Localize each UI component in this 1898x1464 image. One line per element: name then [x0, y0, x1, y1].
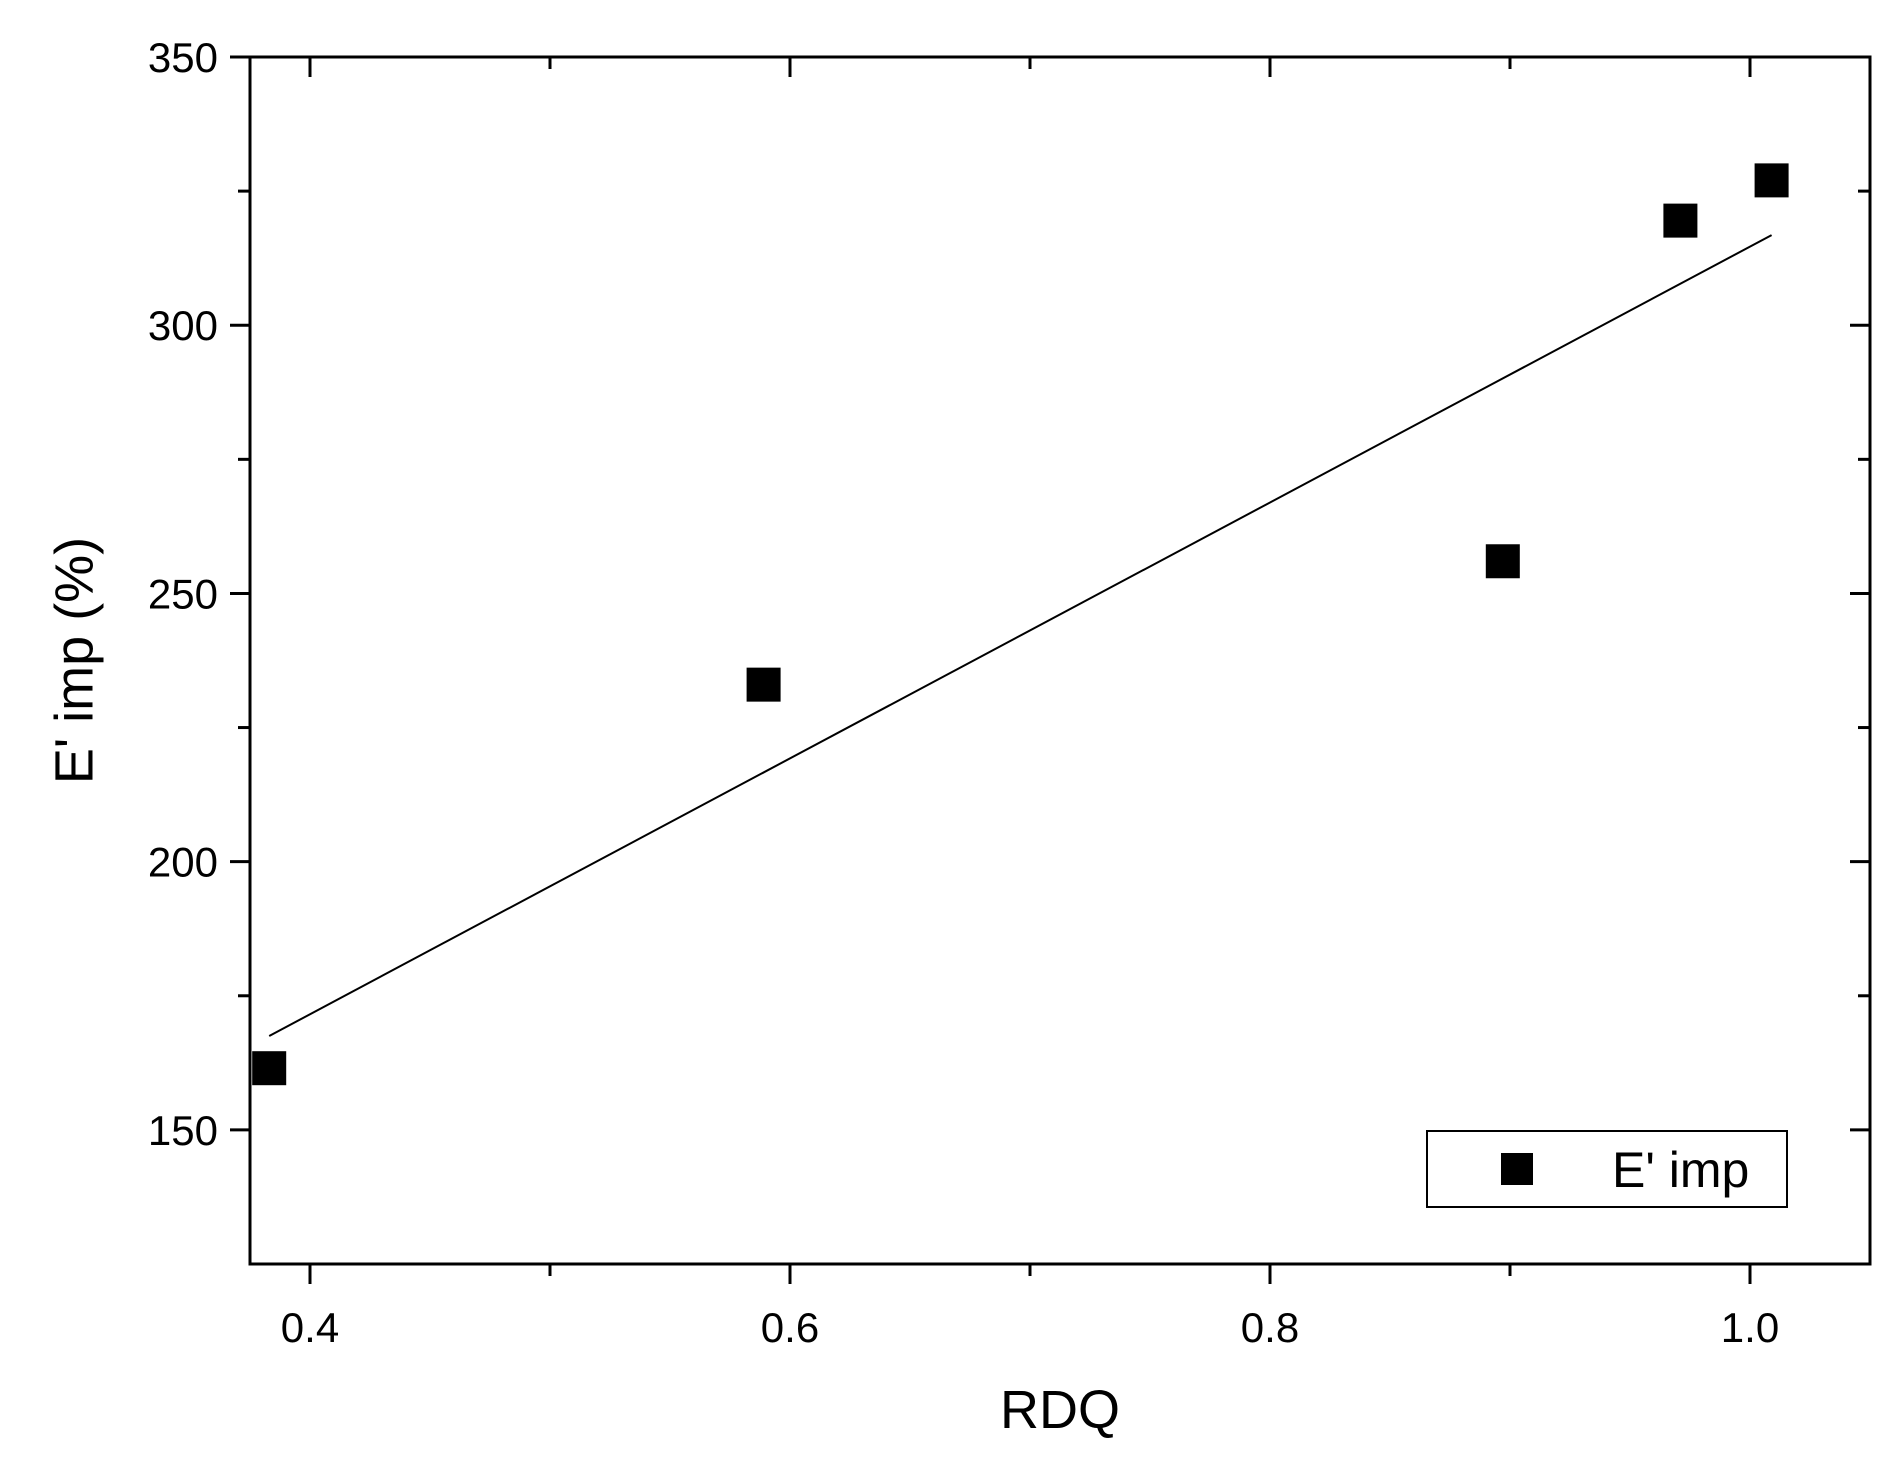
x-tick-labels: 0.4 0.6 0.8 1.0: [281, 1304, 1779, 1351]
fit-line: [268, 234, 1773, 1037]
x-tick-label: 1.0: [1721, 1304, 1779, 1351]
x-tick-label: 0.6: [761, 1304, 819, 1351]
data-point: [252, 1051, 287, 1086]
data-points: [252, 163, 1789, 1086]
y-tick-labels: 150 200 250 300 350: [148, 34, 218, 1154]
y-tick-label: 150: [148, 1107, 218, 1154]
y-tick-label: 350: [148, 34, 218, 81]
plot-frame: [248, 55, 1872, 1266]
y-tick-label: 200: [148, 839, 218, 886]
axis-ticks: [230, 55, 1870, 1284]
y-axis-title: E' imp (%): [44, 537, 104, 784]
data-point: [746, 667, 781, 702]
data-point: [1754, 163, 1789, 198]
data-point: [1485, 544, 1520, 579]
fit-line-group: [268, 234, 1773, 1037]
plot-border: [248, 55, 1872, 1266]
legend: E' imp: [1426, 1130, 1788, 1208]
legend-box: [1426, 1130, 1788, 1208]
y-tick-label: 250: [148, 570, 218, 617]
legend-label: E' imp: [1612, 1142, 1749, 1198]
x-tick-label: 0.4: [281, 1304, 339, 1351]
y-tick-label: 300: [148, 302, 218, 349]
x-tick-label: 0.8: [1241, 1304, 1299, 1351]
x-axis-title: RDQ: [1000, 1380, 1120, 1440]
data-point: [1663, 203, 1698, 238]
legend-marker: [1501, 1153, 1533, 1185]
